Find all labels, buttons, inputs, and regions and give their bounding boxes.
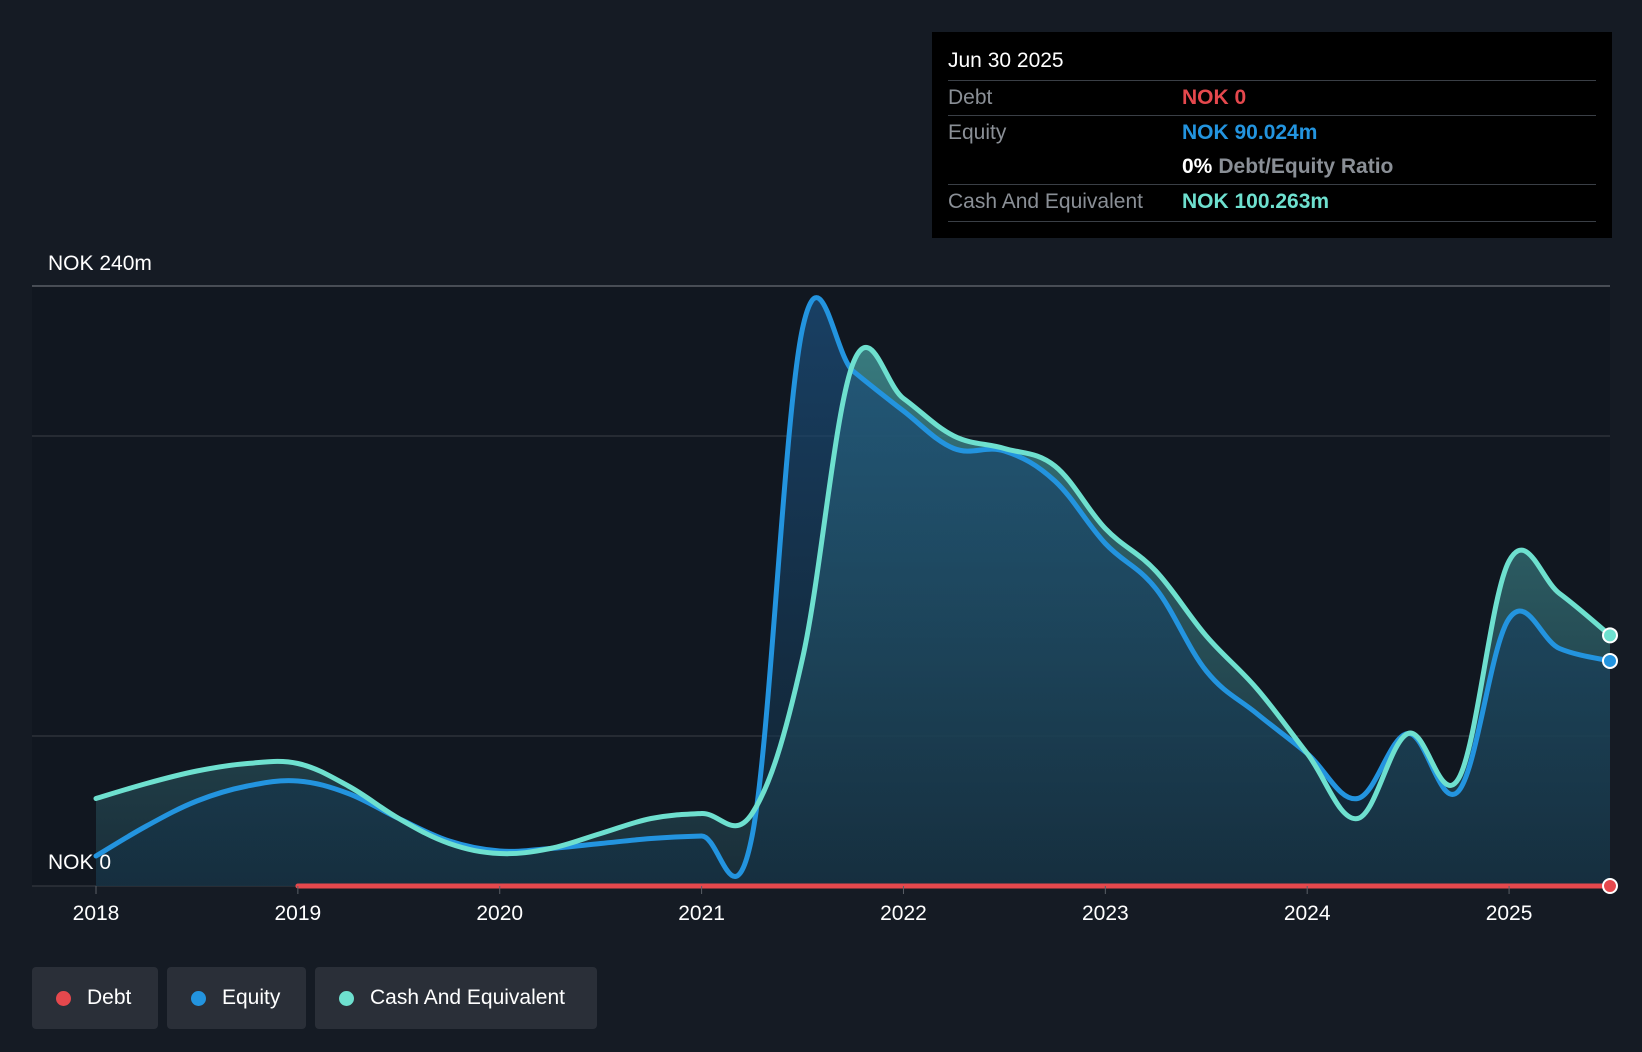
legend-label-cash: Cash And Equivalent <box>370 986 565 1009</box>
tooltip-cash-value: NOK 100.263m <box>1182 190 1330 213</box>
legend-label-debt: Debt <box>87 986 132 1009</box>
x-tick-label: 2023 <box>1082 902 1129 925</box>
tooltip-cash-label: Cash And Equivalent <box>948 190 1143 213</box>
end-markers <box>1602 627 1618 894</box>
x-tick-label: 2025 <box>1486 902 1533 925</box>
series-areas <box>96 297 1610 887</box>
x-tick-label: 2022 <box>880 902 927 925</box>
cash-and-equivalent-end-point[interactable] <box>1602 627 1618 644</box>
tooltip-equity-label: Equity <box>948 121 1007 144</box>
equity-dot-icon <box>191 990 206 1006</box>
tooltip-ratio-row: 0% Debt/Equity Ratio <box>948 150 1596 184</box>
tooltip-equity-value: NOK 90.024m <box>1182 121 1318 144</box>
equity-end-point[interactable] <box>1602 652 1618 669</box>
debt-dot-icon <box>56 990 71 1006</box>
legend-item-debt[interactable]: Debt <box>32 967 158 1029</box>
tooltip-debt-row: Debt NOK 0 <box>948 80 1596 115</box>
tooltip-debt-label: Debt <box>948 86 993 109</box>
tooltip-cash-row: Cash And Equivalent NOK 100.263m <box>948 184 1596 219</box>
x-tick-label: 2021 <box>678 902 725 925</box>
tooltip-panel: Jun 30 2025 Debt NOK 0 Equity NOK 90.024… <box>932 32 1612 238</box>
cash-dot-icon <box>339 990 354 1006</box>
tooltip-ratio-value: 0% <box>1182 155 1213 178</box>
tooltip-ratio-label: Debt/Equity Ratio <box>1218 155 1394 178</box>
series-lines <box>93 295 1613 889</box>
tooltip-debt-value: NOK 0 <box>1182 86 1247 109</box>
legend: Debt Equity Cash And Equivalent <box>32 967 597 1029</box>
legend-label-equity: Equity <box>222 986 281 1009</box>
tooltip-divider <box>948 221 1596 222</box>
x-tick-label: 2019 <box>275 902 322 925</box>
axis-labels: NOK 240m NOK 0 2018 2019 2020 2021 2022 2023 2… <box>48 252 1532 925</box>
y-axis-min-label: NOK 0 <box>48 851 111 874</box>
debt-end-point[interactable] <box>1602 878 1618 894</box>
x-tick-label: 2020 <box>476 902 523 925</box>
tooltip-equity-row: Equity NOK 90.024m <box>948 115 1596 150</box>
x-tick-label: 2018 <box>73 902 120 925</box>
equity-area <box>96 297 1610 887</box>
legend-item-cash[interactable]: Cash And Equivalent <box>315 967 597 1029</box>
tooltip-ratio-spacer <box>948 150 1182 184</box>
cash-and-equivalent-line <box>93 344 1613 857</box>
y-axis-max-label: NOK 240m <box>48 252 152 275</box>
x-tick-label: 2024 <box>1284 902 1331 925</box>
legend-item-equity[interactable]: Equity <box>167 967 306 1029</box>
tooltip-date: Jun 30 2025 <box>948 49 1064 72</box>
